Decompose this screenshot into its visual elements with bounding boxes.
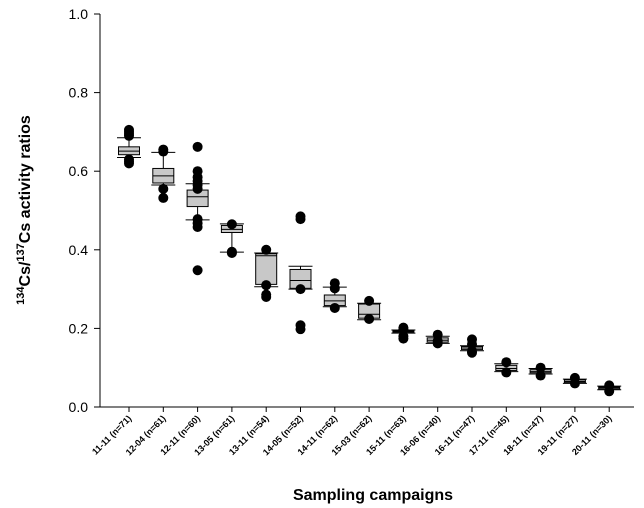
outlier-point — [432, 329, 443, 340]
outlier-point — [261, 289, 272, 300]
outlier-point — [295, 284, 306, 295]
x-axis-title: Sampling campaigns — [293, 487, 453, 504]
y-tick-label: 0.0 — [69, 399, 89, 415]
outlier-point — [467, 346, 477, 357]
outlier-point — [192, 265, 203, 276]
box-3 — [185, 141, 210, 276]
outlier-point — [569, 372, 580, 383]
outlier-point — [535, 362, 546, 373]
y-axis-title-sup-134: 134 — [15, 286, 27, 305]
outlier-point — [192, 214, 203, 225]
x-axis: 11-11 (n=71)12-04 (n=61)12-11 (n=60)13-0… — [90, 406, 634, 457]
box-13 — [528, 362, 553, 381]
box-series — [117, 124, 622, 397]
outlier-point — [158, 192, 169, 203]
outlier-point — [192, 141, 203, 152]
outlier-point — [535, 370, 546, 381]
box-7 — [322, 278, 347, 313]
outlier-point — [295, 211, 306, 222]
outlier-point — [192, 166, 203, 177]
outlier-point — [501, 357, 512, 368]
outlier-point — [364, 313, 375, 324]
outlier-point — [467, 334, 477, 345]
outlier-point — [398, 331, 409, 342]
outlier-point — [329, 302, 340, 313]
y-axis-title-rest: Cs activity ratios — [17, 115, 34, 243]
outlier-point — [226, 246, 237, 257]
box-14 — [562, 372, 587, 389]
y-tick-label: 1.0 — [69, 6, 89, 22]
box-9 — [391, 322, 416, 344]
y-axis-title-sup-137: 137 — [15, 243, 27, 261]
outlier-point — [158, 183, 169, 194]
outlier-point — [329, 278, 340, 289]
outlier-point — [501, 367, 512, 378]
outlier-point — [398, 322, 409, 333]
outlier-point — [261, 244, 272, 255]
outlier-point — [364, 295, 375, 306]
outlier-point — [124, 124, 134, 135]
box-iqr — [255, 253, 278, 285]
y-axis-title-cs-a: Cs/ — [17, 261, 34, 286]
outlier-point — [604, 380, 615, 391]
box-12 — [494, 357, 519, 378]
outlier-point — [295, 320, 306, 331]
y-axis-title: 134Cs/137Cs activity ratios — [15, 115, 34, 305]
outlier-point — [226, 219, 237, 230]
outlier-point — [158, 144, 169, 155]
y-tick-label: 0.8 — [69, 85, 89, 101]
box-8 — [357, 295, 382, 324]
y-tick-label: 0.4 — [69, 242, 89, 258]
box-2 — [151, 144, 176, 203]
box-11 — [460, 334, 484, 358]
y-axis: 0.0 0.2 0.4 0.6 0.8 1.0 — [69, 6, 101, 415]
box-15 — [597, 380, 622, 397]
box-6 — [288, 211, 313, 335]
box-1 — [117, 124, 141, 169]
outlier-point — [124, 154, 134, 165]
outlier-point — [261, 280, 272, 291]
y-tick-label: 0.2 — [69, 320, 89, 336]
box-4 — [219, 219, 244, 258]
box-10 — [425, 329, 450, 349]
y-tick-label: 0.6 — [69, 163, 89, 179]
box-5 — [254, 244, 279, 302]
